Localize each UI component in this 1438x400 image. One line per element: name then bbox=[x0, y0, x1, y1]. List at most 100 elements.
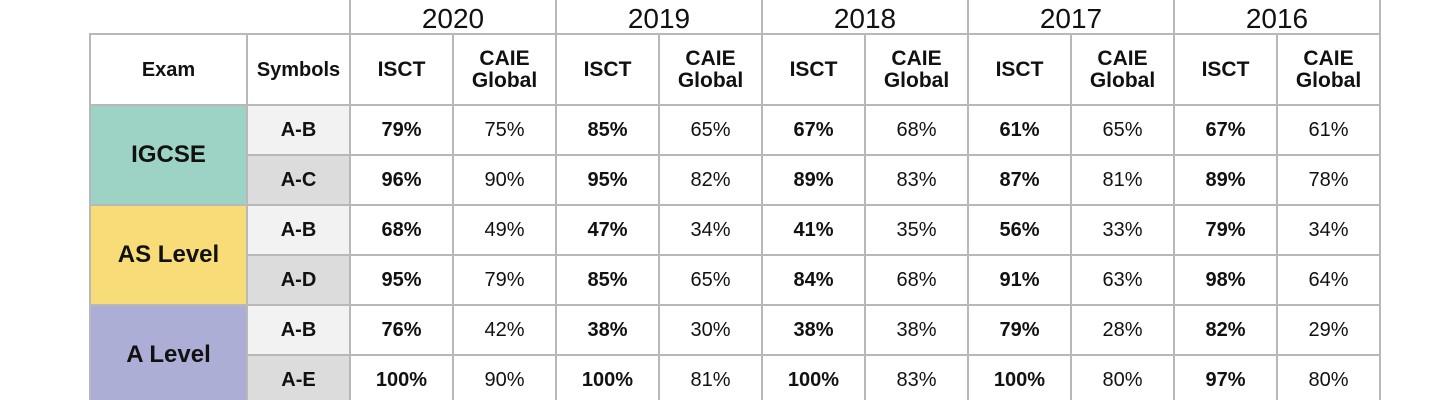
percentage-value: 34% bbox=[690, 218, 731, 241]
caie-global-column-header: CAIE Global bbox=[1276, 33, 1381, 106]
caie-header-line: CAIE bbox=[479, 46, 530, 70]
grade-symbol-label: A-B bbox=[280, 118, 317, 141]
percentage-value: 78% bbox=[1308, 168, 1349, 191]
isct-percentage-cell: 100% bbox=[761, 354, 866, 400]
year-label: 2018 bbox=[833, 3, 897, 34]
caie-global-column-header: CAIE Global bbox=[1070, 33, 1175, 106]
grade-symbol-label: A-D bbox=[280, 268, 317, 291]
percentage-value: 90% bbox=[484, 168, 525, 191]
percentage-value: 96% bbox=[381, 168, 422, 191]
isct-percentage-cell: 61% bbox=[967, 104, 1072, 156]
percentage-value: 100% bbox=[993, 368, 1046, 391]
caie-percentage-cell: 82% bbox=[658, 154, 763, 206]
percentage-value: 89% bbox=[793, 168, 834, 191]
percentage-value: 82% bbox=[1205, 318, 1246, 341]
empty-corner-cell bbox=[90, 0, 351, 34]
percentage-value: 65% bbox=[690, 118, 731, 141]
percentage-value: 67% bbox=[793, 118, 834, 141]
year-label: 2019 bbox=[627, 3, 691, 34]
percentage-value: 76% bbox=[381, 318, 422, 341]
isct-header-label: ISCT bbox=[1201, 57, 1250, 81]
exam-name-label: IGCSE bbox=[131, 141, 206, 168]
caie-percentage-cell: 34% bbox=[658, 204, 763, 256]
percentage-value: 68% bbox=[896, 268, 937, 291]
table-row: IGCSE A-B 79% 75% 85% 65% 67% 68% 61% 65% 67% 61% bbox=[89, 104, 1381, 206]
percentage-value: 97% bbox=[1205, 368, 1246, 391]
isct-percentage-cell: 100% bbox=[967, 354, 1072, 400]
exam-column-header: Exam bbox=[89, 33, 248, 106]
percentage-value: 83% bbox=[896, 168, 937, 191]
caie-global-header-label: CAIE Global bbox=[866, 47, 967, 92]
isct-percentage-cell: 38% bbox=[761, 304, 866, 356]
percentage-value: 82% bbox=[690, 168, 731, 191]
percentage-value: 95% bbox=[381, 268, 422, 291]
caie-percentage-cell: 29% bbox=[1276, 304, 1381, 356]
year-label: 2020 bbox=[421, 3, 485, 34]
year-header-row: 2020 2019 2018 2017 2016 bbox=[90, 0, 1381, 35]
caie-percentage-cell: 83% bbox=[864, 154, 969, 206]
exam-name-label: A Level bbox=[126, 341, 211, 368]
percentage-value: 79% bbox=[484, 268, 525, 291]
isct-percentage-cell: 76% bbox=[349, 304, 454, 356]
grade-symbol-label: A-C bbox=[280, 168, 317, 191]
exam-name-cell: IGCSE bbox=[89, 104, 248, 206]
percentage-value: 33% bbox=[1102, 218, 1143, 241]
percentage-value: 95% bbox=[587, 168, 628, 191]
year-label: 2016 bbox=[1245, 3, 1309, 34]
percentage-value: 84% bbox=[793, 268, 834, 291]
global-header-line: Global bbox=[883, 68, 950, 92]
isct-percentage-cell: 79% bbox=[349, 104, 454, 156]
percentage-value: 56% bbox=[999, 218, 1040, 241]
grade-symbol-cell: A-E bbox=[246, 354, 351, 400]
percentage-value: 38% bbox=[793, 318, 834, 341]
caie-percentage-cell: 65% bbox=[1070, 104, 1175, 156]
isct-percentage-cell: 41% bbox=[761, 204, 866, 256]
exam-name-cell: AS Level bbox=[89, 204, 248, 306]
caie-global-header-label: CAIE Global bbox=[660, 47, 761, 92]
percentage-value: 68% bbox=[896, 118, 937, 141]
isct-header-label: ISCT bbox=[377, 57, 426, 81]
isct-percentage-cell: 100% bbox=[349, 354, 454, 400]
caie-percentage-cell: 81% bbox=[658, 354, 763, 400]
percentage-value: 29% bbox=[1308, 318, 1349, 341]
percentage-value: 83% bbox=[896, 368, 937, 391]
caie-percentage-cell: 83% bbox=[864, 354, 969, 400]
percentage-value: 65% bbox=[690, 268, 731, 291]
grade-symbol-cell: A-B bbox=[246, 104, 351, 156]
caie-header-line: CAIE bbox=[1303, 46, 1354, 70]
percentage-value: 81% bbox=[1102, 168, 1143, 191]
caie-percentage-cell: 28% bbox=[1070, 304, 1175, 356]
percentage-value: 38% bbox=[587, 318, 628, 341]
exam-name-label: AS Level bbox=[117, 241, 220, 268]
caie-header-line: CAIE bbox=[1097, 46, 1148, 70]
global-header-line: Global bbox=[471, 68, 538, 92]
grade-symbol-label: A-E bbox=[281, 368, 316, 391]
percentage-value: 28% bbox=[1102, 318, 1143, 341]
caie-percentage-cell: 75% bbox=[452, 104, 557, 156]
year-header-cell: 2020 bbox=[349, 0, 557, 35]
percentage-value: 80% bbox=[1102, 368, 1143, 391]
isct-percentage-cell: 67% bbox=[761, 104, 866, 156]
global-header-line: Global bbox=[1295, 68, 1362, 92]
percentage-value: 85% bbox=[587, 268, 628, 291]
results-table: 2020 2019 2018 2017 2016 Exam Symbols ISCT CAIE G… bbox=[89, 0, 1381, 400]
percentage-value: 49% bbox=[484, 218, 525, 241]
caie-percentage-cell: 90% bbox=[452, 154, 557, 206]
caie-percentage-cell: 63% bbox=[1070, 254, 1175, 306]
caie-percentage-cell: 68% bbox=[864, 104, 969, 156]
percentage-value: 75% bbox=[484, 118, 525, 141]
isct-column-header: ISCT bbox=[349, 33, 454, 106]
exam-name-cell: A Level bbox=[89, 304, 248, 400]
percentage-value: 79% bbox=[999, 318, 1040, 341]
percentage-value: 89% bbox=[1205, 168, 1246, 191]
grade-symbol-cell: A-B bbox=[246, 304, 351, 356]
isct-header-label: ISCT bbox=[995, 57, 1044, 81]
isct-column-header: ISCT bbox=[761, 33, 866, 106]
caie-global-column-header: CAIE Global bbox=[658, 33, 763, 106]
isct-percentage-cell: 89% bbox=[761, 154, 866, 206]
percentage-value: 63% bbox=[1102, 268, 1143, 291]
percentage-value: 79% bbox=[1205, 218, 1246, 241]
caie-global-column-header: CAIE Global bbox=[452, 33, 557, 106]
percentage-value: 81% bbox=[690, 368, 731, 391]
